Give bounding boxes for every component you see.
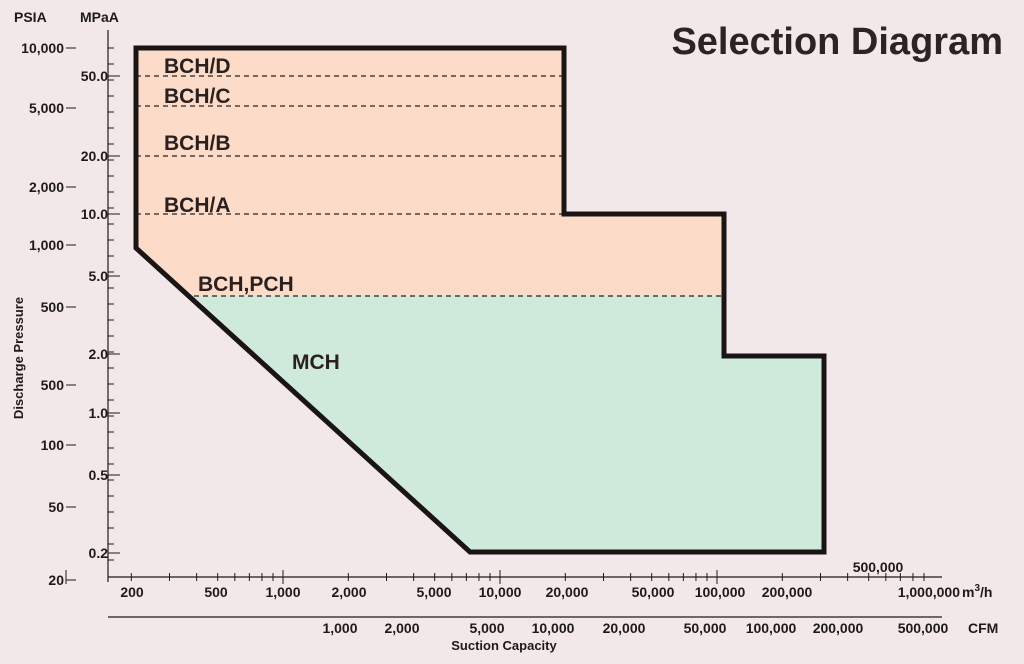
x-axis-title: Suction Capacity xyxy=(451,638,557,653)
psia-tick-label: 20 xyxy=(48,572,64,588)
psia-tick-label: 500 xyxy=(41,299,65,315)
bch-region xyxy=(136,48,724,296)
label-mch: MCH xyxy=(292,351,340,374)
mpa-tick-label: 0.5 xyxy=(89,467,109,483)
mpa-tick-label: 5.0 xyxy=(89,268,109,284)
cfm-tick-label: 20,000 xyxy=(603,620,646,636)
m3h-tick-label: 200 xyxy=(120,584,144,600)
psia-tick-label: 100 xyxy=(41,437,65,453)
m3h-ticks: 200 500 1,000 2,000 5,000 10,000 20,000 50,000 1… xyxy=(120,559,960,600)
label-bch-a: BCH/A xyxy=(164,194,231,217)
psia-tick-label: 10,000 xyxy=(21,40,64,56)
mpa-tick-label: 10.0 xyxy=(81,206,108,222)
mpa-tick-label: 1.0 xyxy=(89,405,109,421)
m3h-tick-label: 1,000 xyxy=(265,584,300,600)
m3h-tick-label: 5,000 xyxy=(416,584,451,600)
mpa-tick-label: 50.0 xyxy=(81,68,108,84)
cfm-tick-label: 200,000 xyxy=(813,620,864,636)
cfm-tick-label: 10,000 xyxy=(532,620,575,636)
cfm-tick-label: 50,000 xyxy=(684,620,727,636)
mpa-unit-label: MPaA xyxy=(80,9,119,25)
psia-unit-label: PSIA xyxy=(14,9,47,25)
label-bch-d: BCH/D xyxy=(164,55,231,78)
psia-tick-label: 1,000 xyxy=(29,237,64,253)
m3h-tick-label: 50,000 xyxy=(632,584,675,600)
label-bch-c: BCH/C xyxy=(164,85,231,108)
m3h-tick-label: 500,000 xyxy=(853,559,904,575)
envelope-outline xyxy=(133,45,827,555)
m3h-tick-label: 500 xyxy=(204,584,228,600)
mch-region xyxy=(194,296,824,552)
m3h-unit-label: m3/h xyxy=(962,583,992,600)
cfm-ticks: 1,000 2,000 5,000 10,000 20,000 50,000 100,000… xyxy=(322,620,948,636)
cfm-tick-label: 500,000 xyxy=(898,620,949,636)
m3h-tick-label: 200,000 xyxy=(762,584,813,600)
x-minor-ticks xyxy=(65,570,925,584)
cfm-tick-label: 5,000 xyxy=(469,620,504,636)
dashed-boundaries xyxy=(136,75,724,297)
m3h-tick-label: 10,000 xyxy=(479,584,522,600)
mpa-tick-label: 2.0 xyxy=(89,346,109,362)
diagram-title: Selection Diagram xyxy=(671,21,1003,63)
m3h-tick-label: 2,000 xyxy=(331,584,366,600)
cfm-tick-label: 1,000 xyxy=(322,620,357,636)
psia-tick-label: 50 xyxy=(48,499,64,515)
cfm-tick-label: 100,000 xyxy=(746,620,797,636)
mpa-tick-label: 0.2 xyxy=(89,545,109,561)
y-axis-title: Discharge Pressure xyxy=(11,297,26,419)
m3h-tick-label: 100,000 xyxy=(695,584,746,600)
m3h-tick-label: 1,000,000 xyxy=(898,584,960,600)
psia-tick-label: 500 xyxy=(41,377,65,393)
psia-tick-label: 5,000 xyxy=(29,100,64,116)
cfm-unit-label: CFM xyxy=(968,620,998,636)
label-bch-pch: BCH,PCH xyxy=(198,273,294,296)
label-bch-b: BCH/B xyxy=(164,132,231,155)
psia-tick-label: 2,000 xyxy=(29,179,64,195)
mpa-tick-label: 20.0 xyxy=(81,148,108,164)
y-minor-ticks xyxy=(108,47,114,561)
psia-ticks: 10,000 5,000 2,000 1,000 500 500 100 50 20 xyxy=(21,40,76,588)
mpa-ticks: 50.0 20.0 10.0 5.0 2.0 1.0 0.5 0.2 xyxy=(81,68,120,561)
m3h-tick-label: 20,000 xyxy=(546,584,589,600)
cfm-tick-label: 2,000 xyxy=(384,620,419,636)
